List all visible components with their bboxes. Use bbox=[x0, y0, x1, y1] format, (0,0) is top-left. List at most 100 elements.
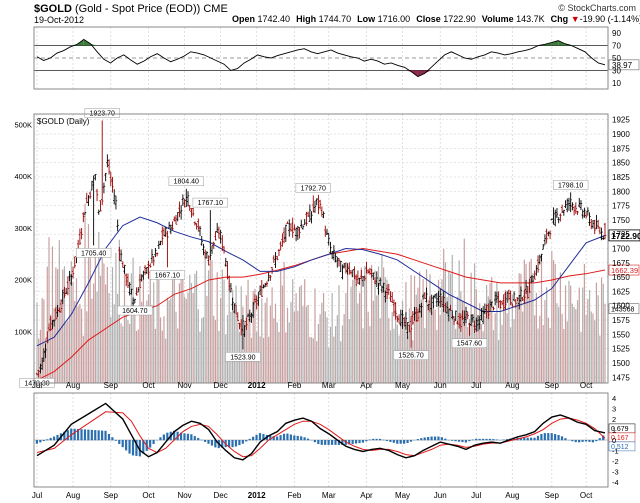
macd-histogram-bar bbox=[523, 437, 526, 441]
macd-histogram-bar bbox=[533, 437, 536, 441]
price-tick-label: 1800 bbox=[612, 187, 630, 196]
stat-value: 1722.90 bbox=[443, 14, 476, 24]
macd-histogram-bar bbox=[324, 440, 327, 445]
volume-bar bbox=[65, 322, 67, 383]
volume-bar bbox=[257, 297, 259, 383]
macd-histogram-bar bbox=[519, 437, 522, 441]
volume-bar bbox=[532, 273, 534, 383]
volume-bar bbox=[388, 317, 390, 383]
volume-bar bbox=[245, 295, 247, 383]
annotation-box bbox=[84, 108, 120, 118]
macd-histogram-bar bbox=[138, 440, 141, 457]
volume-bar bbox=[381, 254, 383, 383]
volume-bar bbox=[295, 293, 297, 383]
x-tick-label: Oct bbox=[580, 491, 593, 500]
macd-histogram-bar bbox=[530, 437, 533, 441]
x-tick-label: Aug bbox=[505, 381, 519, 390]
macd-histogram-bar bbox=[485, 438, 488, 441]
volume-bar bbox=[568, 280, 570, 383]
price-tick-label: 1575 bbox=[612, 316, 630, 325]
macd-histogram-bar bbox=[430, 436, 433, 441]
description: (Gold - Spot Price (EOD)) bbox=[74, 3, 201, 15]
rsi-line bbox=[36, 38, 606, 78]
volume-bar bbox=[525, 263, 527, 383]
volume-bar bbox=[106, 266, 108, 383]
macd-tick-label: -1 bbox=[612, 446, 619, 455]
macd-histogram-bar bbox=[396, 440, 399, 444]
macd-histogram-bar bbox=[118, 440, 121, 444]
macd-histogram-bar bbox=[114, 440, 117, 441]
volume-panel: 143568 bbox=[36, 203, 640, 383]
macd-histogram-bar bbox=[399, 440, 402, 444]
volume-bar bbox=[262, 337, 265, 383]
volume-bar bbox=[559, 272, 561, 383]
volume-tick-label: 400K bbox=[14, 172, 32, 181]
macd-histogram-bar bbox=[66, 430, 69, 441]
volume-bar bbox=[583, 263, 586, 383]
volume-bar bbox=[220, 298, 222, 383]
volume-bar bbox=[564, 285, 567, 383]
volume-bar bbox=[46, 266, 48, 383]
macd-histogram-bar bbox=[581, 440, 584, 442]
volume-bar bbox=[552, 260, 555, 383]
macd-histogram-bar bbox=[389, 440, 392, 442]
stat-open: Open 1742.40 bbox=[232, 14, 290, 24]
volume-tick-label: 500K bbox=[14, 120, 32, 129]
macd-histogram-bar bbox=[131, 440, 135, 456]
volume-bar bbox=[369, 326, 371, 383]
macd-histogram-bar bbox=[289, 434, 292, 441]
macd-histogram-bar bbox=[46, 439, 49, 441]
x-tick-label: Sep bbox=[545, 491, 560, 500]
macd-histogram-bar bbox=[451, 440, 454, 441]
volume-bar bbox=[491, 277, 493, 383]
volume-bar bbox=[268, 336, 270, 383]
macd-histogram-bar bbox=[481, 438, 485, 441]
volume-bar bbox=[468, 318, 471, 383]
volume-bar bbox=[449, 273, 452, 383]
x-tick-label: Apr bbox=[360, 381, 373, 390]
volume-bar bbox=[266, 297, 268, 383]
macd-histogram-bar bbox=[337, 440, 341, 445]
volume-bar bbox=[386, 279, 388, 383]
volume-bar bbox=[319, 314, 321, 383]
x-tick-label: May bbox=[395, 381, 410, 390]
price-annotation: 1792.70 bbox=[301, 185, 326, 192]
volume-bar bbox=[425, 269, 428, 383]
volume-bar bbox=[137, 329, 139, 383]
rsi-current-label: 38.97 bbox=[612, 61, 633, 70]
volume-bar bbox=[226, 314, 229, 383]
price-frame bbox=[33, 113, 609, 384]
macd-signal-line bbox=[36, 411, 606, 458]
annotation-box bbox=[192, 197, 228, 208]
volume-bar bbox=[293, 311, 296, 383]
volume-bar bbox=[535, 292, 537, 383]
volume-bar bbox=[455, 328, 457, 383]
volume-bar bbox=[549, 327, 551, 383]
macd-tick-label: -3 bbox=[612, 467, 619, 476]
macd-histogram-bar bbox=[173, 430, 176, 441]
price-annotation: 1798.10 bbox=[558, 182, 583, 189]
volume-bar bbox=[329, 326, 332, 383]
volume-bar bbox=[213, 315, 215, 383]
rsi-current-box bbox=[608, 59, 640, 71]
volume-bar bbox=[494, 313, 496, 383]
price-tick-label: 1625 bbox=[612, 287, 630, 296]
volume-bar bbox=[216, 272, 218, 383]
volume-bar bbox=[443, 248, 445, 383]
price-tick-label: 1675 bbox=[612, 259, 630, 268]
volume-bar bbox=[372, 300, 374, 383]
volume-bar bbox=[437, 279, 440, 383]
last-close-label: 1722.90 bbox=[611, 231, 640, 241]
x-tick-label: Aug bbox=[66, 491, 80, 500]
volume-bar bbox=[79, 303, 81, 383]
volume-bar bbox=[285, 332, 287, 383]
volume-bar bbox=[506, 313, 508, 383]
macd-value-label: 0.679 bbox=[611, 426, 629, 433]
macd-histogram-bar bbox=[368, 439, 371, 441]
macd-histogram-bar bbox=[104, 430, 107, 441]
volume-tick-label: 200K bbox=[14, 276, 32, 285]
volume-bar bbox=[540, 255, 543, 383]
macd-histogram-bar bbox=[488, 438, 492, 441]
volume-bar bbox=[81, 308, 83, 383]
x-tick-label: 2012 bbox=[248, 491, 266, 500]
